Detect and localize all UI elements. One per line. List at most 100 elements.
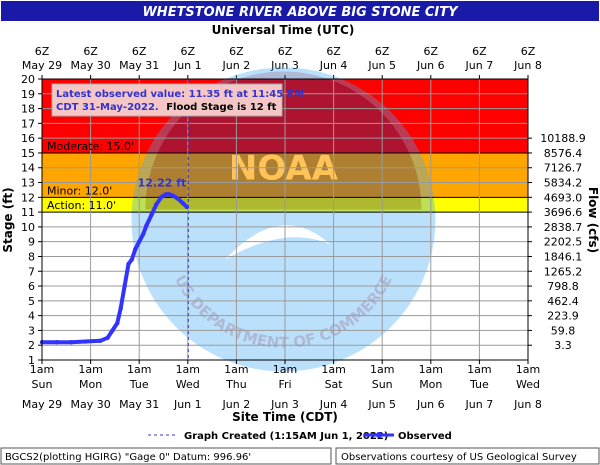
bottom-tick-label: 1am bbox=[370, 363, 394, 376]
bottom-date-label: Jun 5 bbox=[367, 398, 396, 411]
bottom-date-label: May 29 bbox=[22, 398, 62, 411]
y2-tick-label: 1265.2 bbox=[544, 265, 583, 278]
bottom-tick-label: 1am bbox=[419, 363, 443, 376]
plot-border bbox=[41, 78, 529, 361]
bottom-tick-label: 1am bbox=[273, 363, 297, 376]
bottom-tick-label: 1am bbox=[127, 363, 151, 376]
watermark-seal-bird bbox=[225, 225, 331, 260]
top-tick-label: 6Z bbox=[35, 45, 50, 58]
info-line-2-date: CDT 31-May-2022. bbox=[56, 102, 159, 113]
data-point-observed bbox=[98, 338, 103, 343]
data-point-observed bbox=[149, 212, 154, 218]
top-tick-label: 6Z bbox=[521, 45, 536, 58]
flood-label-moderate: Moderate: 15.0' bbox=[47, 140, 134, 153]
data-point-observed bbox=[163, 192, 169, 197]
data-point-observed bbox=[140, 232, 146, 237]
y2-tick-label: 2202.5 bbox=[544, 236, 583, 249]
bottom-tick-label: 1am bbox=[224, 363, 248, 376]
bottom-day-label: Tue bbox=[469, 378, 489, 391]
y-tick-label: 9 bbox=[28, 236, 35, 249]
top-date-label: Jun 6 bbox=[416, 59, 445, 72]
y2-tick-label: 5834.2 bbox=[544, 177, 583, 190]
y-tick-label: 19 bbox=[21, 88, 35, 101]
top-tick-label: 6Z bbox=[83, 45, 98, 58]
y-tick-label: 8 bbox=[28, 250, 35, 263]
y-tick-label: 2 bbox=[28, 339, 35, 352]
top-tick-label: 6Z bbox=[229, 45, 244, 58]
y-tick-label: 13 bbox=[21, 177, 35, 190]
watermark-noaa-text: NOAA bbox=[229, 149, 339, 189]
info-line-2-flood-stage: Flood Stage is 12 ft bbox=[166, 102, 276, 113]
top-date-label: Jun 7 bbox=[465, 59, 494, 72]
y-tick-label: 14 bbox=[21, 162, 35, 175]
data-point-observed bbox=[180, 201, 186, 206]
top-date-label: Jun 3 bbox=[270, 59, 299, 72]
flood-label-action: Action: 11.0' bbox=[47, 199, 116, 212]
y2-tick-label: 798.8 bbox=[547, 280, 579, 293]
bottom-tick-labels: 1am Sun May 29 1am Mon May 30 1am Tue May 31 1am W… bbox=[22, 360, 542, 411]
data-point-observed bbox=[137, 239, 142, 244]
observed-series: 12.22 ft bbox=[39, 79, 190, 360]
peak-label: 12.22 ft bbox=[138, 176, 187, 189]
y-tick-label: 5 bbox=[28, 295, 35, 308]
bottom-axis-title: Site Time (CDT) bbox=[232, 410, 338, 424]
bottom-day-label: Thu bbox=[225, 378, 247, 391]
bottom-date-label: Jun 1 bbox=[173, 398, 202, 411]
data-point-observed bbox=[105, 335, 110, 341]
data-point-observed bbox=[167, 192, 172, 197]
data-point-observed bbox=[54, 340, 59, 345]
top-tick-label: 6Z bbox=[326, 45, 341, 58]
y2-tick-label: 7126.7 bbox=[544, 162, 583, 175]
top-date-label: Jun 1 bbox=[173, 59, 202, 72]
y-tick-label: 6 bbox=[28, 280, 35, 293]
data-point-observed bbox=[154, 202, 159, 207]
data-point-observed bbox=[68, 340, 74, 345]
data-point-observed bbox=[171, 193, 176, 199]
flood-label-minor: Minor: 12.0' bbox=[47, 184, 112, 197]
top-date-label: Jun 5 bbox=[367, 59, 396, 72]
y2-tick-label: 3696.6 bbox=[544, 206, 583, 219]
y2-tick-label: 2838.7 bbox=[544, 221, 583, 234]
bottom-day-label: Sat bbox=[325, 378, 344, 391]
bottom-tick-label: 1am bbox=[78, 363, 102, 376]
bottom-date-label: Jun 6 bbox=[416, 398, 445, 411]
top-date-label: May 31 bbox=[119, 59, 159, 72]
y-tick-label: 10 bbox=[21, 221, 35, 234]
bottom-day-label: Fri bbox=[278, 378, 291, 391]
info-line-2: CDT 31-May-2022. Flood Stage is 12 ft bbox=[56, 102, 277, 113]
footer-right-box bbox=[335, 447, 600, 465]
y2-tick-label: 462.4 bbox=[547, 295, 579, 308]
bottom-day-label: Sun bbox=[32, 378, 53, 391]
data-point-observed bbox=[122, 283, 127, 289]
bottom-tick-label: 1am bbox=[467, 363, 491, 376]
footer-credit: Observations courtesy of US Geological S… bbox=[341, 452, 577, 463]
data-point-observed bbox=[115, 320, 120, 326]
bottom-date-label: Jun 7 bbox=[465, 398, 494, 411]
bottom-date-label: May 31 bbox=[119, 398, 159, 411]
top-tick-label: 6Z bbox=[278, 45, 293, 58]
bottom-day-label: Sun bbox=[372, 378, 393, 391]
top-tick-label: 6Z bbox=[181, 45, 196, 58]
y-tick-label: 7 bbox=[28, 265, 35, 278]
y-tick-label: 20 bbox=[21, 73, 35, 86]
bottom-tick-label: 1am bbox=[321, 363, 345, 376]
y2-axis-title: Flow (cfs) bbox=[586, 187, 600, 253]
data-point-observed bbox=[110, 328, 115, 333]
y-tick-label: 12 bbox=[21, 191, 35, 204]
y-tick-label: 4 bbox=[28, 310, 35, 323]
y-tick-label: 18 bbox=[21, 103, 35, 116]
legend-observed-label: Observed bbox=[398, 431, 452, 442]
flood-band-labels: Action: 11.0' Minor: 12.0' Moderate: 15.0' bbox=[47, 140, 134, 212]
y-tick-label: 1 bbox=[28, 354, 35, 367]
y-tick-label: 15 bbox=[21, 147, 35, 160]
data-point-observed bbox=[126, 261, 131, 267]
grid-lines bbox=[42, 79, 528, 360]
y2-tick-label: 1846.1 bbox=[544, 250, 583, 263]
y-tick-label: 16 bbox=[21, 132, 35, 145]
top-tick-label: 6Z bbox=[472, 45, 487, 58]
data-point-observed bbox=[83, 339, 88, 344]
